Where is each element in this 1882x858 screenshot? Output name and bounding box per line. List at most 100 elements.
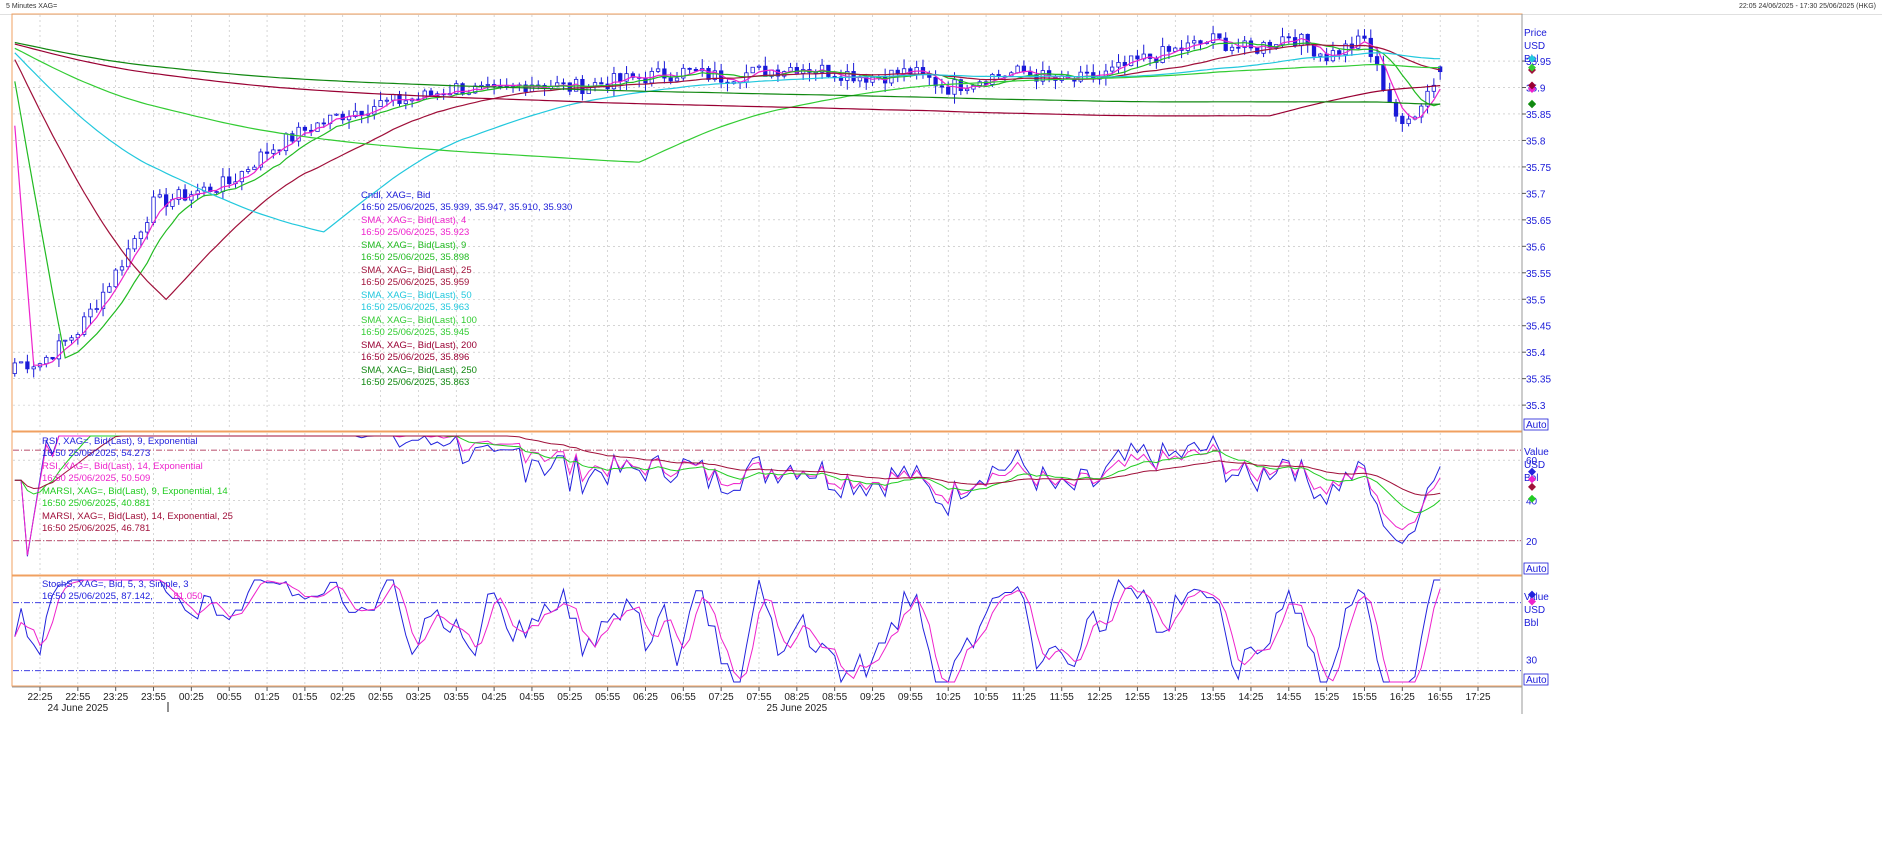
x-tick-label: 22:55 (65, 692, 90, 703)
x-tick-label: 12:25 (1087, 692, 1112, 703)
price-legend-value: 16:50 25/06/2025, 35.939, 35.947, 35.910… (361, 202, 572, 213)
candle-body (126, 248, 131, 268)
price-legend-value: 16:50 25/06/2025, 35.896 (361, 352, 469, 363)
price-legend-name: Cndl, XAG=, Bid (361, 190, 430, 201)
candle-body (290, 133, 295, 142)
candle-body (1286, 36, 1291, 39)
candle-body (1021, 65, 1027, 72)
candle-body (44, 356, 49, 365)
candle-body (1236, 46, 1241, 49)
candle-body (655, 68, 661, 72)
candle-body (214, 191, 219, 193)
price-legend-value: 16:50 25/06/2025, 35.863 (361, 377, 469, 388)
rsi-auto-label: Auto (1526, 564, 1547, 575)
candle-body (220, 176, 226, 192)
price-tick-label: 35.6 (1526, 242, 1546, 253)
date-label: 24 June 2025 (48, 703, 109, 714)
x-tick-label: 16:55 (1428, 692, 1453, 703)
candle-body (662, 68, 667, 79)
candle-body (397, 94, 402, 104)
candle-body (1210, 33, 1216, 43)
candle-body (164, 194, 169, 207)
candle-body (946, 86, 951, 95)
candle-body (1084, 71, 1090, 74)
rsi-axis-header: USD (1524, 460, 1545, 471)
candle-body (296, 126, 301, 142)
candle-body (599, 82, 604, 85)
candle-body (1192, 40, 1197, 44)
candle-body (403, 100, 408, 104)
candle-body (618, 73, 623, 82)
price-legend-name: SMA, XAG=, Bid(Last), 9 (361, 240, 466, 251)
candle-body (1242, 40, 1247, 48)
rsi-tick-label: 20 (1526, 537, 1538, 548)
x-tick-label: 06:25 (633, 692, 658, 703)
price-tick-label: 35.8 (1526, 136, 1546, 147)
x-tick-label: 14:25 (1238, 692, 1263, 703)
sma-200-marker (1528, 81, 1536, 90)
x-tick-label: 13:25 (1163, 692, 1188, 703)
candle-body (485, 84, 490, 86)
candle-body (100, 291, 106, 310)
candle-body (851, 71, 856, 82)
date-label: 25 June 2025 (767, 703, 828, 714)
candle-body (1217, 33, 1222, 39)
stoch-marker (1528, 597, 1536, 606)
price-tick-label: 35.3 (1526, 401, 1546, 412)
candle-body (611, 73, 617, 90)
stoch-axis-header: Value (1524, 592, 1549, 603)
candle-body (107, 286, 112, 293)
candle-body (668, 77, 673, 82)
price-legend-name: SMA, XAG=, Bid(Last), 100 (361, 315, 477, 326)
date-range: 22:05 24/06/2025 - 17:30 25/06/2025 (HKG… (1739, 3, 1876, 10)
rsi-legend-name: MARSI, XAG=, Bid(Last), 14, Exponential,… (42, 511, 233, 522)
x-tick-label: 05:55 (595, 692, 620, 703)
x-tick-label: 06:55 (671, 692, 696, 703)
x-tick-label: 14:55 (1276, 692, 1301, 703)
candle-body (1374, 56, 1380, 66)
candle-body (227, 176, 232, 185)
candle-body (756, 65, 762, 68)
candle-body (151, 196, 156, 223)
price-tick-label: 35.55 (1526, 269, 1551, 280)
candle-body (119, 266, 125, 271)
rsi-legend-value: 16:50 25/06/2025, 40.881 (42, 498, 150, 509)
sma-4-line (14, 37, 1441, 366)
candle-body (182, 189, 188, 201)
candle-body (264, 151, 270, 154)
candle-body (693, 68, 699, 72)
sma-9-line (14, 42, 1441, 359)
rsi-legend-value: 16:50 25/06/2025, 54.273 (42, 448, 150, 459)
candle-body (1318, 53, 1323, 57)
candle-body (819, 64, 825, 73)
candle-body (674, 77, 680, 82)
candle-body (372, 106, 377, 115)
price-tick-label: 35.5 (1526, 295, 1546, 306)
candle-body (750, 66, 755, 74)
sma-50-line (14, 52, 1441, 233)
price-legend-name: SMA, XAG=, Bid(Last), 4 (361, 215, 466, 226)
sma-250-marker (1528, 100, 1536, 109)
candle-body (321, 122, 326, 125)
x-tick-label: 09:55 (898, 692, 923, 703)
candle-body (1015, 65, 1020, 74)
price-axis-header: USD (1524, 41, 1545, 52)
rsi-legend-value: 16:50 25/06/2025, 46.781 (42, 523, 150, 534)
x-tick-label: 17:25 (1465, 692, 1490, 703)
candle-body (996, 74, 1001, 77)
x-tick-label: 04:55 (519, 692, 544, 703)
candle-body (391, 94, 396, 101)
candle-body (1387, 89, 1392, 103)
candle-body (1381, 64, 1386, 91)
price-legend-value: 16:50 25/06/2025, 35.945 (361, 327, 469, 338)
stoch-k-line (14, 578, 1441, 684)
candle-body (1311, 44, 1317, 57)
candle-body (687, 67, 692, 70)
candle-body (258, 151, 263, 168)
x-tick-label: 15:55 (1352, 692, 1377, 703)
x-tick-label: 12:55 (1125, 692, 1150, 703)
x-tick-label: 10:25 (936, 692, 961, 703)
sma-250-line (14, 41, 1441, 105)
x-tick-label: 07:55 (746, 692, 771, 703)
